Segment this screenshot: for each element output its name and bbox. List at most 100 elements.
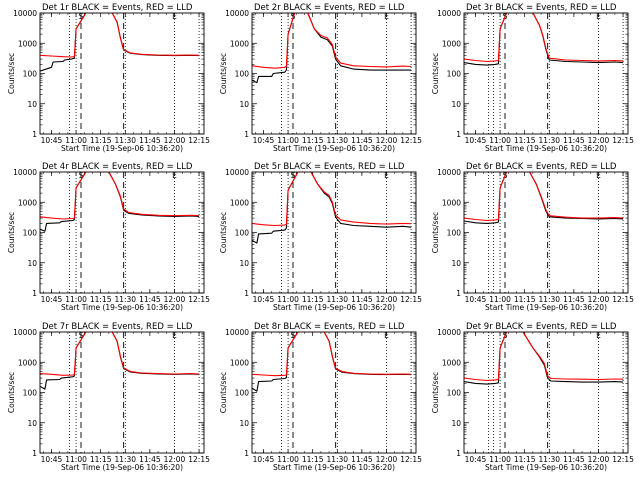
lld-series-line [464,172,624,222]
lld-series-line [40,332,200,376]
panel-title: Det 3r BLACK = Events, RED = LLD [466,3,617,13]
x-tick-label: 10:45 [41,295,63,304]
panel-title: Det 1r BLACK = Events, RED = LLD [42,3,193,13]
x-tick-label: 11:30 [538,455,560,464]
y-tick-label: 1 [32,130,37,139]
y-tick-label: 1000 [442,358,461,367]
events-series-line [40,13,200,72]
x-tick-label: 12:00 [164,455,186,464]
panel-title: Det 4r BLACK = Events, RED = LLD [42,162,193,172]
y-tick-label: 100 [447,389,462,398]
x-tick-label: 12:15 [188,455,210,464]
detector-panel-5: Det 5r BLACK = Events, RED = LLD Start Ti… [219,162,422,312]
detector-panel-9: Det 9r BLACK = Events, RED = LLD Start Ti… [431,322,634,472]
marker-s: S [291,331,296,340]
y-tick-label: 100 [23,389,38,398]
x-tick-label: 11:45 [139,136,161,145]
x-tick-label: 11:30 [114,136,136,145]
y-tick-label: 1000 [18,358,37,367]
y-axis-title: Counts/sec [431,372,440,413]
marker-s: S [79,12,84,21]
x-tick-label: 11:30 [326,455,348,464]
y-tick-label: 10 [27,419,37,428]
x-axis-title: Start Time (19-Sep-06 10:36:20) [61,144,183,153]
y-axis-title: Counts/sec [219,212,228,253]
x-axis-title: Start Time (19-Sep-06 10:36:20) [485,463,607,472]
x-axis-title: Start Time (19-Sep-06 10:36:20) [273,303,395,312]
x-tick-label: 12:15 [612,136,634,145]
x-tick-label: 11:30 [538,295,560,304]
marker-e: E [596,12,601,21]
x-tick-label: 11:15 [90,455,112,464]
x-tick-label: 11:00 [489,455,511,464]
y-tick-label: 10 [27,100,37,109]
detector-panel-2: Det 2r BLACK = Events, RED = LLD Start Ti… [219,3,422,153]
x-tick-label: 11:45 [139,295,161,304]
events-series-line [252,332,412,392]
y-tick-label: 10000 [437,328,461,337]
plot-frame [463,171,629,294]
x-tick-label: 11:00 [65,455,87,464]
y-tick-label: 1 [456,130,461,139]
y-tick-label: 10000 [225,328,249,337]
x-tick-label: 12:15 [612,295,634,304]
marker-e: E [596,171,601,180]
x-tick-label: 11:15 [302,295,324,304]
x-tick-label: 10:45 [465,455,487,464]
x-axis-title: Start Time (19-Sep-06 10:36:20) [61,463,183,472]
x-tick-label: 11:45 [351,295,373,304]
marker-s: S [79,171,84,180]
x-tick-label: 11:15 [514,136,536,145]
panel-title: Det 6r BLACK = Events, RED = LLD [466,162,617,172]
x-tick-label: 12:00 [376,136,398,145]
events-series-line [40,172,200,232]
x-tick-label: 11:00 [489,136,511,145]
y-axis-title: Counts/sec [7,212,16,253]
plot-frame [39,331,205,454]
y-tick-label: 10000 [13,9,37,18]
x-tick-label: 12:00 [376,455,398,464]
x-tick-label: 10:45 [41,455,63,464]
y-tick-label: 10000 [437,9,461,18]
x-tick-label: 11:30 [114,455,136,464]
x-tick-label: 11:15 [302,455,324,464]
x-tick-label: 11:00 [277,455,299,464]
marker-s: S [79,331,84,340]
marker-e: E [172,12,177,21]
y-tick-label: 1000 [230,358,249,367]
events-series-line [252,13,412,84]
y-tick-label: 1 [32,449,37,458]
x-tick-label: 12:15 [612,455,634,464]
y-tick-label: 100 [23,229,38,238]
panel-title: Det 2r BLACK = Events, RED = LLD [254,3,405,13]
y-tick-label: 10000 [225,9,249,18]
x-tick-label: 12:00 [376,295,398,304]
y-tick-label: 100 [23,70,38,79]
y-tick-label: 10000 [13,168,37,177]
y-tick-label: 1 [32,289,37,298]
x-tick-label: 11:15 [514,455,536,464]
detector-panel-8: Det 8r BLACK = Events, RED = LLD Start Ti… [219,322,422,472]
y-tick-label: 10 [451,100,461,109]
y-tick-label: 1000 [442,39,461,48]
marker-e: E [596,331,601,340]
y-axis-title: Counts/sec [7,372,16,413]
y-tick-label: 1 [456,289,461,298]
x-tick-label: 12:15 [400,136,422,145]
x-tick-label: 10:45 [253,136,275,145]
lld-series-line [40,13,200,58]
y-tick-label: 1000 [18,198,37,207]
x-tick-label: 12:15 [188,136,210,145]
x-tick-label: 11:45 [351,136,373,145]
panel-title: Det 9r BLACK = Events, RED = LLD [466,322,617,332]
marker-e: E [384,171,389,180]
plot-frame [251,171,417,294]
y-tick-label: 10000 [225,168,249,177]
x-tick-label: 11:00 [277,136,299,145]
x-tick-label: 10:45 [465,136,487,145]
y-tick-label: 1 [456,449,461,458]
detector-panel-6: Det 6r BLACK = Events, RED = LLD Start Ti… [431,162,634,312]
x-tick-label: 11:45 [351,455,373,464]
plot-frame [39,12,205,135]
y-tick-label: 10 [239,419,249,428]
